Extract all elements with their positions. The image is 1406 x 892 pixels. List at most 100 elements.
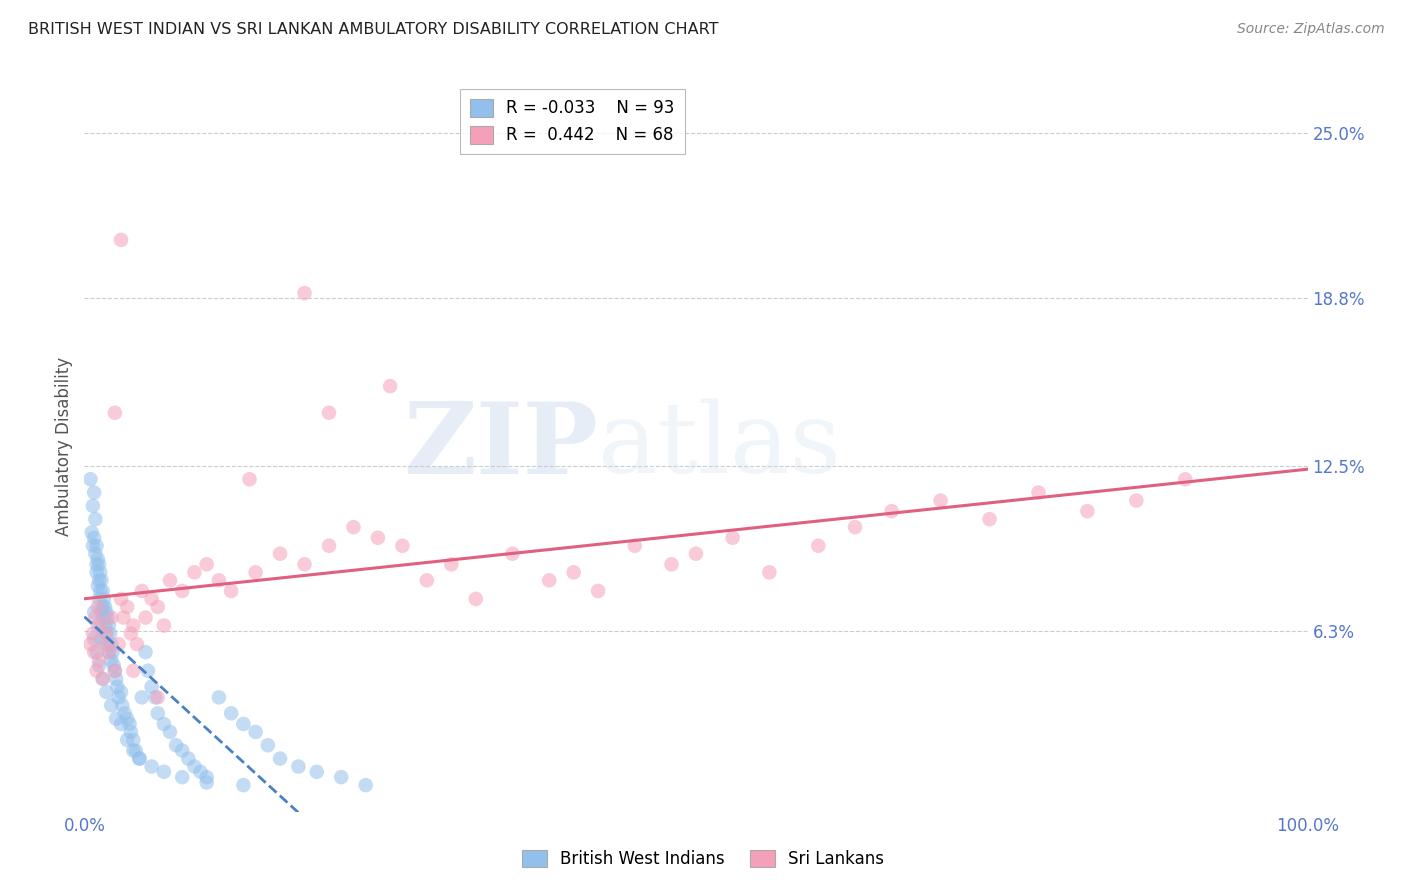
Point [87,618,110,632]
Point [110,685,132,699]
Point [305,764,328,779]
Point [94,637,117,651]
Point [143,690,166,705]
Point [128,751,150,765]
Point [87,558,110,572]
Point [89,584,111,599]
Point [96,605,118,619]
Point [105,712,128,726]
Point [97,637,120,651]
Point [104,664,127,678]
Point [115,732,138,747]
Point [82,539,104,553]
Point [100,637,122,651]
Point [86,566,108,580]
Point [1076,504,1098,518]
Point [342,520,364,534]
Point [979,512,1001,526]
Point [685,547,707,561]
Point [391,539,413,553]
Point [91,672,114,686]
Point [287,759,309,773]
Point [380,379,402,393]
Point [86,645,108,659]
Y-axis label: Ambulatory Disability: Ambulatory Disability [55,357,73,535]
Point [195,775,218,789]
Point [100,698,122,713]
Point [245,725,267,739]
Point [172,584,194,599]
Point [136,664,159,678]
Point [90,574,112,588]
Point [172,770,194,784]
Point [141,591,163,606]
Point [367,531,389,545]
Point [97,645,120,659]
Point [114,706,136,721]
Point [93,610,115,624]
Point [538,574,561,588]
Point [269,751,291,765]
Text: ZIP: ZIP [404,398,598,494]
Point [219,706,242,721]
Point [195,558,218,572]
Point [84,547,107,561]
Point [91,584,114,599]
Point [93,591,115,606]
Point [94,599,117,614]
Point [91,672,114,686]
Point [105,672,128,686]
Point [107,637,129,651]
Point [721,531,744,545]
Point [83,605,105,619]
Point [165,738,187,752]
Point [624,539,647,553]
Point [87,653,110,667]
Text: BRITISH WEST INDIAN VS SRI LANKAN AMBULATORY DISABILITY CORRELATION CHART: BRITISH WEST INDIAN VS SRI LANKAN AMBULA… [28,22,718,37]
Point [101,645,124,659]
Point [153,618,176,632]
Point [83,531,105,545]
Point [208,574,231,588]
Point [135,645,157,659]
Point [96,626,118,640]
Point [98,626,121,640]
Point [89,618,111,632]
Point [110,591,132,606]
Point [464,591,486,606]
Point [83,645,105,659]
Point [79,472,101,486]
Point [87,599,110,614]
Point [87,574,110,588]
Point [96,626,118,640]
Point [115,599,138,614]
Legend: British West Indians, Sri Lankans: British West Indians, Sri Lankans [515,843,891,875]
Point [354,778,377,792]
Point [97,610,120,624]
Point [107,690,129,705]
Point [112,610,135,624]
Point [87,579,110,593]
Point [880,504,903,518]
Point [86,558,108,572]
Point [110,717,132,731]
Point [86,539,108,553]
Point [844,520,866,534]
Point [195,770,218,784]
Point [929,493,952,508]
Point [269,547,291,561]
Point [86,664,108,678]
Point [232,717,254,731]
Point [131,690,153,705]
Text: Source: ZipAtlas.com: Source: ZipAtlas.com [1237,22,1385,37]
Point [177,751,200,765]
Point [416,574,439,588]
Point [146,690,169,705]
Point [97,645,120,659]
Point [96,685,118,699]
Point [128,751,150,765]
Point [294,558,316,572]
Point [125,637,148,651]
Point [89,566,111,580]
Point [141,759,163,773]
